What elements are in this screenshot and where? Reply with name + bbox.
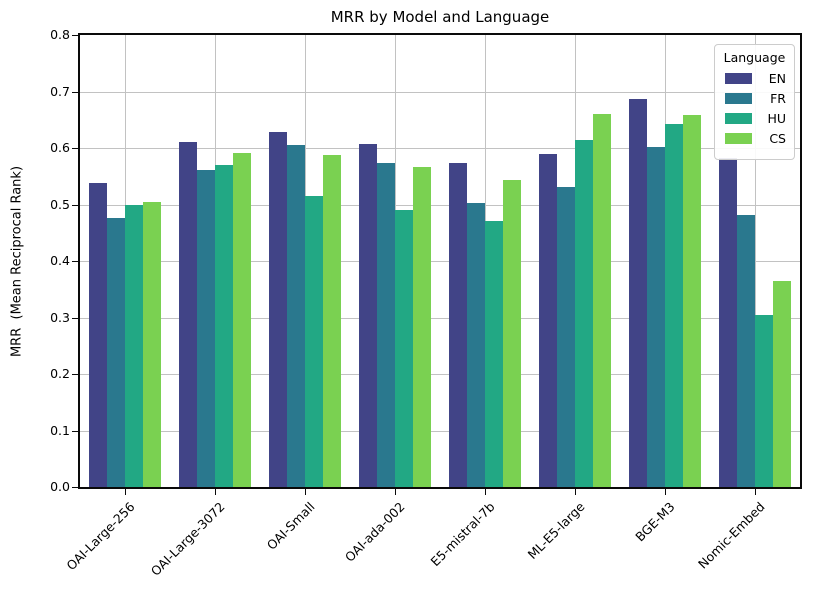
gridline-horizontal [80,374,800,375]
bar-cs-oai-large-256 [143,202,161,487]
x-tick-mark [755,489,756,495]
y-tick-label: 0.0 [50,479,70,494]
gridline-horizontal [80,204,800,206]
legend-label: CS [769,131,786,146]
gridline-horizontal [80,91,800,93]
bar-en-oai-large-3072 [179,141,197,487]
y-tick-mark [72,374,78,375]
bar-fr-ml-e5-large [557,187,575,487]
bar-en-oai-ada-002 [359,144,377,487]
plot-area: Language EN FR HU CS [78,33,802,489]
bar-en-oai-large-256 [89,183,107,487]
y-tick-label: 0.7 [50,83,70,99]
legend-label: FR [770,91,786,106]
bar-fr-nomic-embed [737,214,755,487]
chart-title: MRR by Model and Language [330,8,550,26]
gridline-horizontal [80,261,800,262]
bar-hu-bge-m3 [665,123,683,487]
gridline-horizontal [80,317,800,319]
x-tick-mark [395,489,396,495]
y-axis-label: MRR (Mean Reciprocal Rank) [9,165,25,358]
bar-en-bge-m3 [629,98,647,487]
x-tick-mark [575,489,576,495]
bar-fr-oai-ada-002 [377,163,395,487]
legend-swatch-icon [725,73,752,84]
legend-swatch-icon [725,113,752,124]
bar-fr-oai-large-3072 [197,170,215,487]
gridline-horizontal [80,148,800,149]
gridline-vertical [755,35,756,487]
legend-items: EN FR HU CS [723,72,786,145]
legend-swatch-icon [725,93,752,104]
bar-fr-oai-large-256 [107,217,125,487]
bar-fr-e5-mistral-7b [467,202,485,487]
y-tick-label: 0.6 [50,140,70,155]
x-tick-label: OAI-Large-256 [63,499,138,574]
legend-item-cs: CS [725,132,786,145]
y-tick-mark [72,317,78,319]
legend-item-fr: FR [725,92,786,105]
x-tick-mark [215,489,216,495]
y-tick-mark [72,430,78,432]
y-tick-label: 0.4 [50,253,70,268]
gridline-horizontal [80,430,800,432]
legend-item-en: EN [725,72,786,85]
bar-hu-nomic-embed [755,314,773,487]
x-tick-mark [485,489,486,495]
bar-cs-oai-small [323,155,341,487]
y-tick-mark [72,487,78,488]
y-tick-label: 0.3 [50,309,70,325]
bar-hu-oai-small [305,196,323,487]
x-tick-mark [665,489,666,495]
legend-title: Language [723,50,786,65]
bar-hu-oai-large-256 [125,204,143,487]
bar-fr-oai-small [287,145,305,487]
legend-label: HU [767,111,786,126]
y-tick-mark [72,261,78,262]
legend: Language EN FR HU CS [714,44,795,160]
bar-cs-oai-large-3072 [233,152,251,487]
bar-hu-oai-large-3072 [215,164,233,487]
y-tick-label: 0.8 [50,27,70,42]
y-tick-mark [72,35,78,36]
y-tick-mark [72,204,78,206]
x-tick-mark [305,489,306,495]
bar-en-oai-small [269,132,287,487]
y-tick-label: 0.1 [50,422,70,438]
y-tick-mark [72,91,78,93]
bar-cs-e5-mistral-7b [503,180,521,487]
x-tick-mark [125,489,126,495]
legend-item-hu: HU [725,112,786,125]
bar-fr-bge-m3 [647,146,665,487]
y-tick-label: 0.2 [50,366,70,381]
y-tick-label: 0.5 [50,196,70,212]
bar-en-ml-e5-large [539,153,557,487]
bar-en-nomic-embed [719,157,737,487]
bar-hu-oai-ada-002 [395,210,413,487]
bar-hu-ml-e5-large [575,139,593,487]
legend-label: EN [768,71,786,86]
bar-hu-e5-mistral-7b [485,220,503,487]
bar-cs-nomic-embed [773,281,791,487]
bar-cs-bge-m3 [683,114,701,487]
bar-cs-oai-ada-002 [413,166,431,487]
bar-cs-ml-e5-large [593,114,611,487]
legend-swatch-icon [725,133,752,144]
y-tick-mark [72,148,78,149]
bar-en-e5-mistral-7b [449,163,467,487]
